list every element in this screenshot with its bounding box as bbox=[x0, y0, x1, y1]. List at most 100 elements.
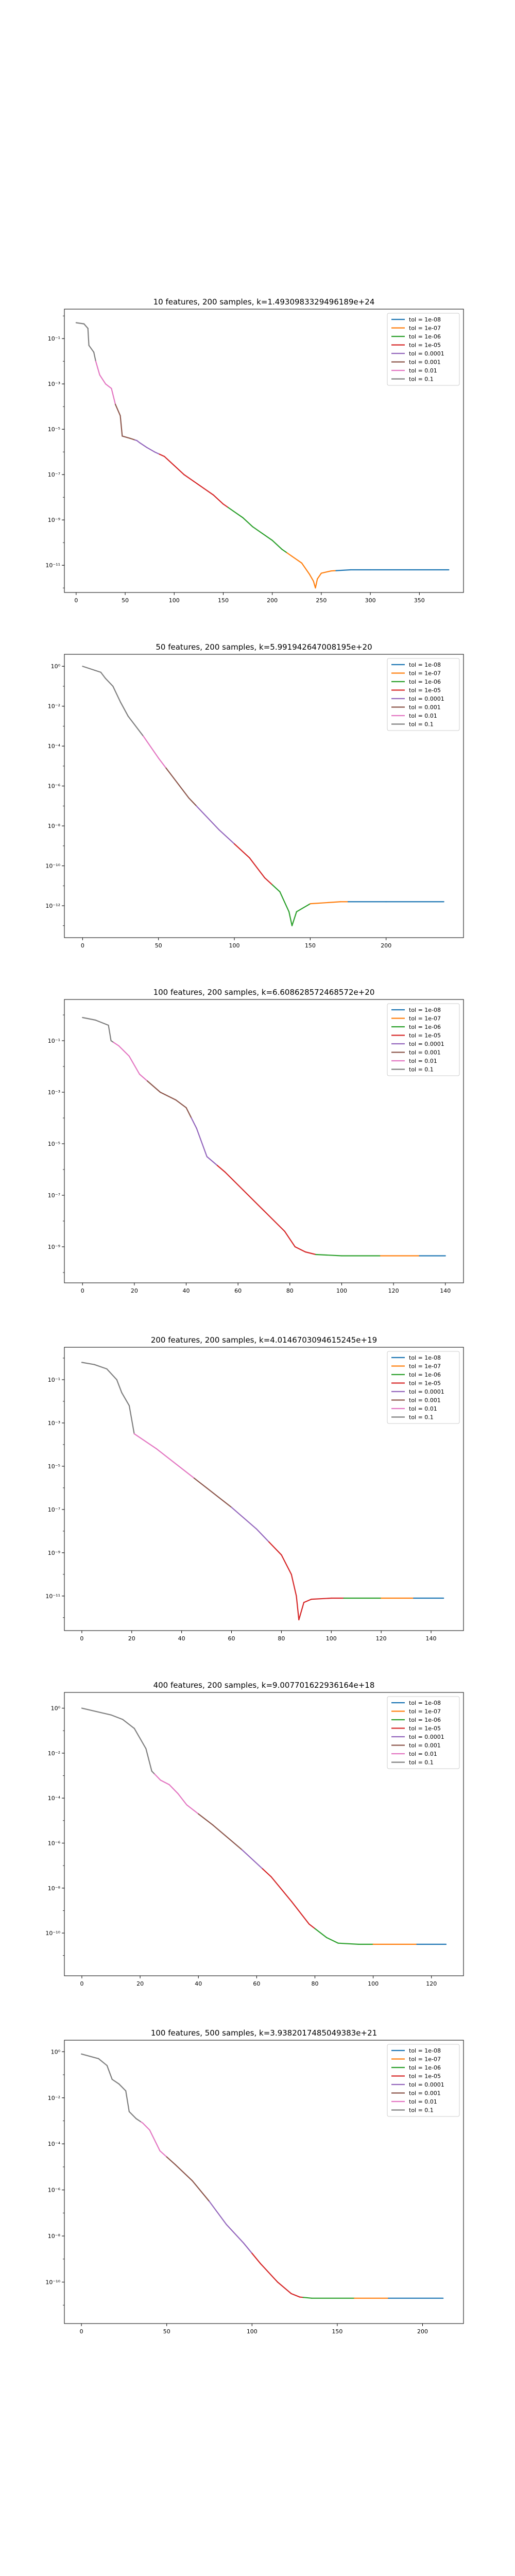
series-line-tol-1e-05 bbox=[183, 474, 195, 482]
series-line-tol-1e-05 bbox=[159, 453, 165, 457]
series-line-tol-0-0001 bbox=[196, 1127, 208, 1158]
series-line-tol-0-1 bbox=[125, 2090, 130, 2112]
series-line-tol-0-01 bbox=[97, 367, 100, 376]
series-line-tol-1e-05 bbox=[284, 1230, 296, 1248]
chart-title: 100 features, 200 samples, k=6.608628572… bbox=[153, 988, 375, 997]
x-tick-label: 120 bbox=[426, 1980, 437, 1987]
legend-label: tol = 0.1 bbox=[409, 1414, 434, 1421]
y-tick-label: 10⁻⁵ bbox=[48, 1141, 60, 1147]
legend-box bbox=[387, 1351, 460, 1424]
x-tick-label: 20 bbox=[131, 1287, 138, 1294]
series-line-tol-0-1 bbox=[75, 322, 85, 325]
series-line-tol-1e-05 bbox=[299, 2296, 304, 2298]
y-tick-label: 10⁻³ bbox=[48, 1089, 60, 1096]
legend-label: tol = 1e-06 bbox=[409, 333, 441, 340]
legend-label: tol = 0.001 bbox=[409, 1397, 441, 1404]
legend-label: tol = 1e-08 bbox=[409, 316, 441, 323]
series-line-tol-0-001 bbox=[198, 1813, 214, 1826]
series-line-tol-1e-05 bbox=[222, 503, 229, 509]
series-line-tol-1e-07 bbox=[310, 901, 341, 905]
legend-label: tol = 0.01 bbox=[409, 367, 437, 374]
series-line-tol-0-01 bbox=[158, 757, 167, 769]
series-line-tol-0-1 bbox=[127, 715, 144, 737]
legend-label: tol = 0.0001 bbox=[409, 1041, 444, 1047]
legend-box bbox=[387, 313, 460, 386]
series-line-tol-0-1 bbox=[151, 1770, 156, 1775]
series-line-tol-0-001 bbox=[193, 1477, 208, 1489]
legend-label: tol = 0.001 bbox=[409, 359, 441, 366]
series-line-tol-1e-06 bbox=[271, 539, 283, 550]
x-tick-label: 150 bbox=[218, 597, 229, 604]
series-line-tol-1e-07 bbox=[315, 578, 318, 589]
chart-title: 200 features, 200 samples, k=4.014670309… bbox=[151, 1335, 377, 1345]
y-tick-label: 10⁻⁴ bbox=[48, 1795, 61, 1802]
y-tick-label: 10⁻⁶ bbox=[48, 2187, 61, 2194]
x-tick-label: 50 bbox=[163, 2328, 170, 2335]
series-line-tol-1e-06 bbox=[271, 884, 281, 893]
y-tick-label: 10⁻⁸ bbox=[48, 823, 61, 829]
series-line-tol-1e-05 bbox=[233, 843, 250, 859]
x-tick-label: 200 bbox=[417, 2328, 428, 2335]
series-line-tol-1e-06 bbox=[252, 526, 263, 534]
y-tick-label: 10⁻¹ bbox=[48, 1038, 60, 1044]
series-line-tol-0-0001 bbox=[255, 1528, 270, 1543]
series-line-tol-0-1 bbox=[81, 2053, 99, 2059]
y-tick-label: 10⁻⁵ bbox=[48, 1463, 60, 1470]
y-tick-label: 10⁻¹⁰ bbox=[45, 863, 60, 870]
series-line-tol-1e-05 bbox=[298, 1602, 305, 1621]
y-tick-label: 10⁻³ bbox=[48, 381, 60, 387]
x-tick-label: 300 bbox=[365, 597, 376, 604]
legend-box bbox=[387, 1696, 460, 1769]
y-tick-label: 10⁻² bbox=[48, 2095, 60, 2102]
legend-label: tol = 0.001 bbox=[409, 1049, 441, 1056]
series-line-tol-0-0001 bbox=[203, 813, 220, 831]
series-line-tol-0-1 bbox=[95, 1019, 109, 1026]
series-line-tol-0-0001 bbox=[191, 1117, 197, 1129]
series-line-tol-0-1 bbox=[82, 666, 96, 671]
x-tick-label: 0 bbox=[81, 942, 84, 949]
series-line-tol-0-0001 bbox=[241, 1849, 263, 1870]
legend-label: tol = 1e-06 bbox=[409, 1717, 441, 1723]
y-tick-label: 10⁻¹⁰ bbox=[45, 1930, 60, 1937]
series-line-tol-1e-06 bbox=[281, 549, 288, 554]
series-line-tol-0-0001 bbox=[231, 1506, 258, 1530]
x-tick-label: 100 bbox=[169, 597, 180, 604]
series-line-tol-0-01 bbox=[168, 1784, 179, 1794]
y-tick-label: 10⁻⁵ bbox=[48, 426, 60, 433]
series-line-tol-0-01 bbox=[105, 383, 112, 389]
legend-label: tol = 1e-07 bbox=[409, 1015, 441, 1022]
series-line-tol-0-001 bbox=[146, 1080, 161, 1093]
series-line-tol-1e-06 bbox=[279, 891, 290, 912]
y-tick-label: 10⁻⁷ bbox=[48, 1192, 60, 1199]
x-tick-label: 0 bbox=[80, 2328, 83, 2335]
legend-label: tol = 0.0001 bbox=[409, 1388, 444, 1395]
series-line-tol-0-01 bbox=[139, 1073, 148, 1082]
series-line-tol-0-001 bbox=[160, 1091, 177, 1101]
series-line-tol-1e-05 bbox=[260, 2263, 279, 2283]
legend-label: tol = 0.1 bbox=[409, 376, 434, 383]
y-tick-label: 10⁻⁷ bbox=[48, 471, 60, 478]
x-tick-label: 120 bbox=[376, 1635, 387, 1642]
chart-panel-1: 10 features, 200 samples, k=1.4930983329… bbox=[45, 297, 464, 604]
legend-label: tol = 1e-05 bbox=[409, 342, 441, 349]
legend-label: tol = 0.0001 bbox=[409, 350, 444, 357]
series-line-tol-1e-05 bbox=[249, 857, 266, 878]
legend-label: tol = 1e-07 bbox=[409, 1363, 441, 1370]
series-line-tol-1e-05 bbox=[203, 487, 214, 496]
legend-label: tol = 0.01 bbox=[409, 1751, 437, 1757]
series-line-tol-0-01 bbox=[95, 361, 98, 369]
y-tick-label: 10⁻⁶ bbox=[48, 1840, 61, 1846]
series-line-tol-0-1 bbox=[135, 2117, 142, 2123]
series-line-tol-0-1 bbox=[98, 2058, 108, 2066]
axes-frame bbox=[64, 309, 464, 593]
series-line-tol-0-1 bbox=[81, 1362, 95, 1365]
y-tick-label: 10⁻⁹ bbox=[48, 1244, 60, 1250]
series-line-tol-0-1 bbox=[119, 701, 129, 717]
series-line-tol-0-1 bbox=[82, 1016, 96, 1021]
series-line-tol-0-001 bbox=[114, 403, 121, 416]
axes-frame bbox=[64, 654, 464, 938]
series-line-tol-1e-06 bbox=[227, 506, 234, 512]
series-line-tol-0-1 bbox=[105, 677, 114, 687]
x-tick-label: 50 bbox=[122, 597, 129, 604]
series-line-tol-1e-05 bbox=[164, 455, 175, 466]
